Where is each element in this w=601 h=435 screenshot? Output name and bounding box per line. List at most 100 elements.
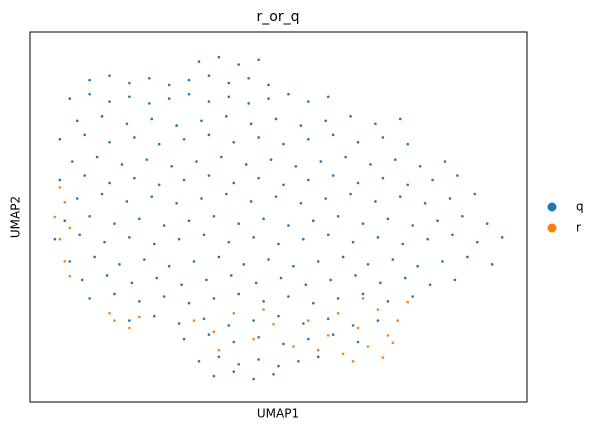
point: [187, 219, 191, 222]
point: [249, 122, 253, 126]
point: [252, 377, 255, 381]
point: [391, 258, 395, 261]
point: [361, 297, 365, 300]
point: [167, 83, 171, 87]
point: [232, 370, 236, 373]
point: [398, 195, 402, 198]
point: [227, 81, 231, 85]
point: [341, 255, 345, 259]
point: [232, 340, 236, 344]
point: [336, 297, 340, 300]
point: [217, 348, 221, 352]
point: [58, 138, 62, 141]
point: [182, 138, 186, 141]
point: [403, 276, 407, 280]
point: [225, 192, 228, 196]
point: [356, 140, 360, 144]
point: [105, 274, 109, 277]
point: [182, 178, 186, 182]
point: [147, 102, 151, 105]
point: [88, 297, 91, 300]
point: [451, 233, 454, 237]
point: [75, 197, 79, 200]
point: [108, 74, 111, 77]
point: [113, 292, 116, 296]
point: [207, 133, 211, 137]
point: [177, 322, 181, 325]
point: [58, 178, 62, 182]
point: [145, 158, 149, 161]
point: [63, 219, 67, 222]
point: [125, 200, 129, 203]
point: [103, 240, 106, 244]
point: [108, 140, 111, 144]
point: [252, 337, 255, 341]
point: [381, 136, 385, 139]
point: [157, 142, 161, 146]
point: [267, 97, 270, 100]
point: [406, 300, 410, 304]
point: [187, 78, 191, 82]
point: [120, 163, 124, 166]
point: [448, 197, 452, 200]
point: [277, 364, 280, 368]
point: [197, 360, 201, 363]
point: [257, 358, 260, 361]
point: [262, 308, 265, 311]
point: [170, 165, 173, 168]
point: [331, 133, 335, 137]
point: [212, 297, 216, 300]
point: [78, 233, 81, 237]
point: [175, 124, 178, 127]
point: [257, 335, 260, 339]
point: [128, 95, 131, 99]
point: [217, 255, 221, 259]
point: [155, 276, 159, 280]
point: [277, 314, 280, 318]
point: [162, 224, 166, 227]
point: [361, 292, 365, 296]
point: [324, 119, 328, 123]
point: [326, 95, 330, 99]
point: [361, 222, 365, 225]
point: [100, 115, 104, 118]
point: [292, 345, 295, 348]
legend-label: r: [576, 221, 581, 235]
point: [138, 300, 141, 303]
point: [393, 158, 397, 161]
point: [307, 138, 310, 141]
point: [431, 178, 434, 182]
point: [316, 355, 320, 359]
point: [406, 142, 410, 146]
legend-marker: [547, 202, 557, 212]
point: [274, 195, 278, 198]
point: [381, 356, 385, 359]
point: [398, 117, 402, 121]
point: [331, 333, 335, 336]
legend-label: q: [576, 200, 584, 214]
point: [180, 283, 183, 287]
point: [167, 97, 171, 100]
point: [133, 136, 136, 139]
y-axis-label: UMAP2: [9, 196, 23, 238]
point: [307, 100, 310, 103]
point: [187, 92, 191, 96]
point: [68, 226, 72, 230]
point: [108, 181, 111, 185]
point: [297, 360, 300, 363]
point: [319, 160, 323, 163]
point: [282, 342, 285, 346]
point: [187, 301, 191, 305]
legend-marker: [547, 223, 557, 233]
point: [316, 348, 320, 352]
point: [242, 263, 246, 266]
point: [212, 330, 216, 334]
point: [83, 174, 86, 177]
point: [443, 160, 447, 163]
point: [418, 165, 422, 168]
point: [157, 183, 161, 187]
point: [349, 115, 352, 118]
point: [461, 214, 464, 218]
point: [376, 308, 380, 311]
